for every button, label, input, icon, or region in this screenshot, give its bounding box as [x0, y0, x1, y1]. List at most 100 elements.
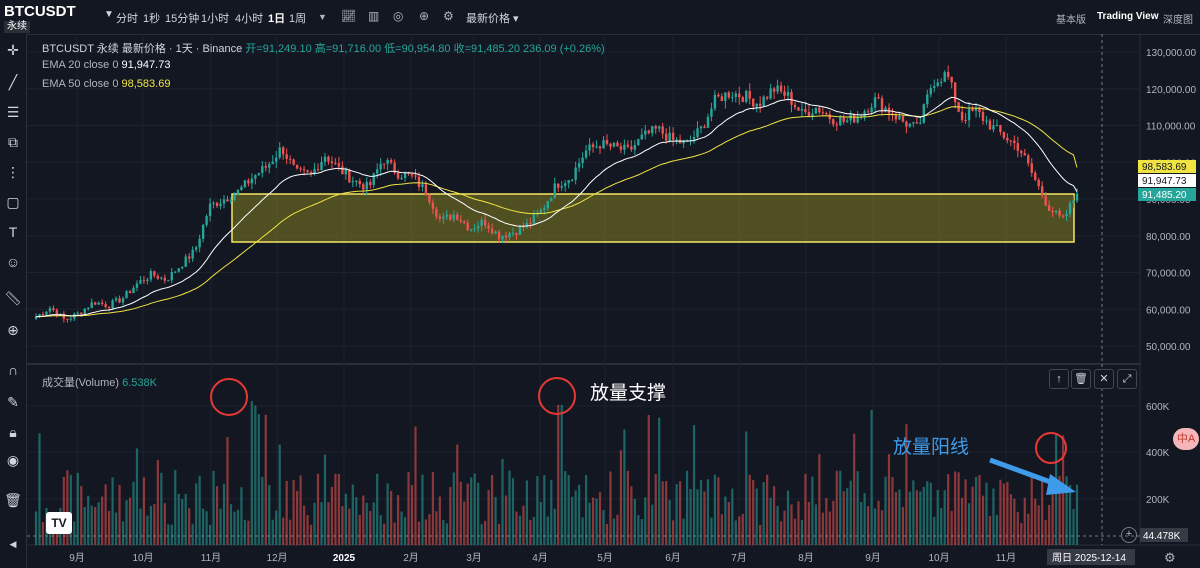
add-circle-icon[interactable]: ⊕ [419, 9, 430, 23]
tf-intraday[interactable]: 分时 [116, 13, 138, 25]
camera-icon[interactable]: ◎ [393, 9, 404, 23]
tf-15m[interactable]: 15分钟 [165, 13, 200, 25]
volume-bar [257, 414, 260, 545]
candle-body [863, 111, 866, 117]
emoji-icon[interactable]: ☺ [5, 254, 21, 270]
candle-body [560, 186, 563, 188]
volume-bar [219, 508, 222, 545]
volume-bar [62, 476, 65, 545]
candle-body [570, 179, 574, 181]
candle-body [783, 91, 786, 96]
candle-body [1002, 131, 1006, 138]
candle-type-icon[interactable]: ▥ [368, 9, 380, 23]
tab-basic[interactable]: 基本版 [1056, 15, 1086, 26]
fib-icon[interactable]: ⋮ [6, 164, 20, 180]
volume-bar [160, 472, 163, 545]
volume-bar [567, 474, 570, 545]
volume-bar [250, 401, 253, 545]
maximize-pane-icon[interactable]: ⤢ [1117, 369, 1137, 389]
ruler-icon[interactable]: 📏︎ [4, 290, 22, 306]
volume-bar [957, 472, 960, 545]
collapse-icon[interactable]: ◀ [9, 539, 17, 549]
candle-body [755, 103, 758, 107]
tf-1d[interactable]: 1日 [268, 13, 286, 25]
rectangle-icon[interactable]: ▢ [6, 194, 20, 210]
tab-tradingview[interactable]: Trading View [1097, 11, 1159, 22]
horizontal-lines-icon[interactable]: ☰ [6, 104, 20, 120]
move-up-icon[interactable]: ↑ [1049, 369, 1069, 389]
tab-depth[interactable]: 深度图 [1163, 15, 1193, 26]
candle-body [720, 96, 724, 102]
indicator-chart-icon[interactable]: 📈︎ [341, 9, 357, 23]
candle-body [393, 162, 396, 173]
zoom-icon[interactable]: ⊕ [7, 322, 19, 338]
symbol-title[interactable]: BTCUSDT [4, 3, 76, 20]
eye-icon[interactable]: ◉ [6, 452, 20, 468]
volume-bar [386, 483, 389, 545]
candle-body [264, 166, 267, 168]
text-icon[interactable]: T [8, 224, 18, 240]
add-alert-icon[interactable]: + [1121, 527, 1137, 543]
volume-bar [518, 515, 522, 545]
candle-body [1047, 205, 1051, 211]
volume-circle-3 [1035, 432, 1067, 464]
candle-body [240, 187, 243, 191]
collapse-pane-icon[interactable]: ✕ [1094, 369, 1114, 389]
volume-bar [536, 476, 539, 545]
candle-body [616, 142, 619, 147]
lock-icon[interactable]: 🔒︎ [9, 424, 17, 440]
volume-bar [894, 492, 898, 545]
volume-bar [302, 505, 306, 545]
tf-1w[interactable]: 1周 [289, 13, 307, 25]
ema50-legend[interactable]: EMA 50 close 0 98,583.69 [42, 78, 170, 90]
candle-body [243, 180, 247, 188]
volume-bar [275, 510, 278, 545]
volume-legend[interactable]: 成交量(Volume) 6.538K [42, 374, 157, 390]
volume-bar [174, 470, 177, 545]
volume-bar [926, 481, 929, 545]
symbol-caret-icon[interactable]: ▼ [104, 9, 114, 20]
trash-icon[interactable]: 🗑︎ [4, 492, 22, 508]
pattern-icon[interactable]: ⧉ [8, 134, 18, 150]
candle-body [661, 126, 664, 134]
pencil-lock-icon[interactable]: ✎ [7, 394, 19, 410]
volume-bar [933, 517, 936, 545]
volume-bar [396, 495, 400, 545]
volume-bar [403, 517, 407, 545]
volume-bar [240, 487, 243, 545]
volume-bar [121, 521, 125, 545]
volume-bar [296, 490, 299, 545]
volume-bar [83, 507, 86, 545]
delete-pane-icon[interactable]: 🗑︎ [1071, 369, 1091, 389]
volume-bar [1065, 476, 1068, 545]
volume-bar [546, 516, 549, 545]
settings-icon[interactable]: ⚙ [443, 9, 454, 23]
volume-bar [501, 458, 504, 545]
axis-settings-icon[interactable]: ⚙ [1164, 550, 1176, 565]
candle-body [543, 208, 546, 210]
tf-1s[interactable]: 1秒 [143, 13, 161, 25]
candle-body [936, 82, 939, 87]
candle-body [1044, 195, 1047, 206]
candle-body [1061, 215, 1065, 217]
tf-4h[interactable]: 4小时 [235, 13, 264, 25]
magnet-icon[interactable]: ∩ [7, 362, 19, 378]
volume-bar [752, 480, 755, 545]
volume-bar [393, 522, 396, 545]
candle-body [146, 279, 149, 281]
tf-1h[interactable]: 1小时 [201, 13, 230, 25]
translate-icon[interactable]: 中A [1173, 428, 1199, 450]
candle-body [69, 318, 73, 320]
price-type-select[interactable]: 最新价格 ▾ [466, 13, 519, 25]
trend-line-icon[interactable]: ╱ [8, 74, 18, 90]
cursor-cross-icon[interactable]: ✛ [7, 42, 19, 58]
timeframe-dropdown-icon[interactable]: ▼ [318, 12, 327, 22]
volume-bar [264, 414, 267, 545]
candle-body [417, 176, 421, 187]
volume-bar [1048, 504, 1051, 545]
candle-body [978, 107, 981, 112]
time-tick-label: 8月 [798, 552, 814, 564]
ema20-legend[interactable]: EMA 20 close 0 91,947.73 [42, 59, 170, 71]
volume-bar [128, 497, 132, 545]
